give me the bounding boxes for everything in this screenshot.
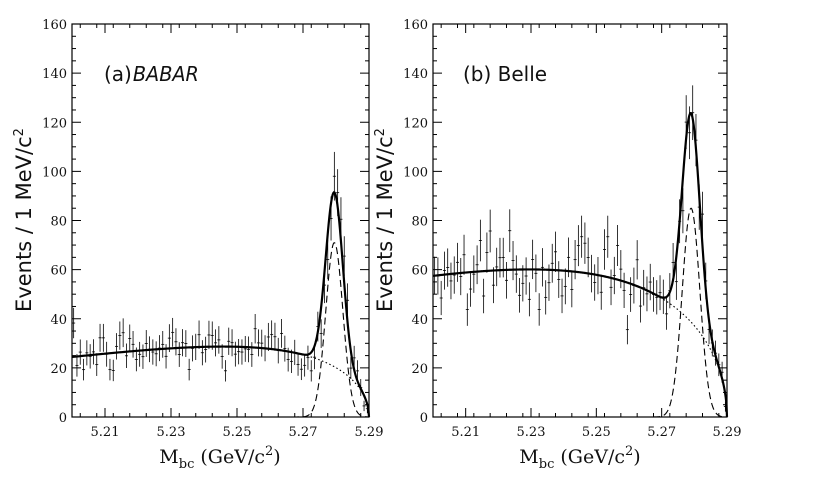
- x-tick-label: 5.29: [713, 425, 742, 440]
- x-axis-label: Mbc (GeV/c2): [159, 444, 280, 472]
- y-tick-label: 60: [50, 264, 67, 279]
- panel-title: (a): [104, 62, 132, 86]
- signal-fit-curve: [433, 207, 728, 418]
- x-tick-label: 5.25: [223, 425, 252, 440]
- x-axis-label-sub: bc: [179, 457, 195, 472]
- y-tick-label: 160: [403, 18, 428, 33]
- y-tick-label: 120: [42, 116, 67, 131]
- y-axis-label-text: Events / 1 MeV/c: [373, 136, 397, 312]
- x-tick-label: 5.23: [157, 425, 186, 440]
- x-tick-label: 5.25: [582, 425, 611, 440]
- total-fit-curve: [432, 111, 729, 418]
- y-tick-label: 0: [420, 411, 428, 426]
- y-tick-label: 80: [50, 215, 67, 230]
- y-axis-label: Events / 1 MeV/c2: [12, 128, 36, 312]
- x-axis-label-main: M: [159, 446, 178, 468]
- y-tick-label: 160: [42, 18, 67, 33]
- signal-fit-curve: [72, 242, 370, 418]
- tick-marks: [72, 23, 370, 418]
- tick-marks: [433, 23, 728, 418]
- y-tick-label: 100: [403, 165, 428, 180]
- x-axis-label-main: M: [519, 446, 538, 468]
- x-axis-label-unit-sup: 2: [265, 444, 273, 459]
- experiment-name: BABAR: [133, 62, 199, 86]
- panel-label: (b) Belle: [463, 62, 547, 86]
- y-tick-label: 20: [50, 362, 67, 377]
- tick-labels: 0 20 40 60 80 100 120 140 160 5.21 5.23 5.25 5.27 5.2…: [403, 18, 741, 440]
- data-points: [433, 85, 727, 412]
- panel-title: (b) Belle: [463, 62, 547, 86]
- y-tick-label: 120: [403, 116, 428, 131]
- x-tick-label: 5.23: [517, 425, 546, 440]
- x-axis-label-close: ): [273, 446, 280, 468]
- x-axis-label-unit-sup: 2: [625, 444, 633, 459]
- panel-label: (a)BABAR: [104, 62, 199, 86]
- y-tick-label: 60: [411, 264, 428, 279]
- y-tick-label: 40: [411, 313, 428, 328]
- tick-labels: 0 20 40 60 80 100 120 140 160 5.21 5.23 5.25 5.27 5.2…: [42, 18, 383, 440]
- panel-babar: 0 20 40 60 80 100 120 140 160 5.21 5.23 5.25 5.27 5.2…: [12, 18, 383, 472]
- x-tick-label: 5.29: [355, 425, 384, 440]
- total-fit-curve: [71, 190, 371, 418]
- y-tick-label: 140: [403, 67, 428, 82]
- x-axis-label-sub: bc: [539, 457, 555, 472]
- y-axis-label-sup: 2: [373, 128, 388, 136]
- y-axis-label: Events / 1 MeV/c2: [373, 128, 397, 312]
- y-tick-label: 100: [42, 165, 67, 180]
- x-tick-label: 5.27: [647, 425, 676, 440]
- y-tick-label: 80: [411, 215, 428, 230]
- fit-curves: [71, 190, 371, 418]
- y-axis-label-text: Events / 1 MeV/c: [12, 136, 36, 312]
- x-tick-label: 5.21: [91, 425, 120, 440]
- fit-curves: [432, 111, 729, 418]
- x-axis-label: Mbc (GeV/c2): [519, 444, 640, 472]
- x-axis-label-unit: (GeV/c: [194, 446, 265, 468]
- y-tick-label: 0: [59, 411, 67, 426]
- x-tick-label: 5.27: [289, 425, 318, 440]
- panel-belle: 0 20 40 60 80 100 120 140 160 5.21 5.23 5.25 5.27 5.2…: [373, 18, 741, 472]
- y-tick-label: 40: [50, 313, 67, 328]
- y-tick-label: 20: [411, 362, 428, 377]
- y-tick-label: 140: [42, 67, 67, 82]
- background-fit-curve: [432, 268, 728, 418]
- x-tick-label: 5.21: [451, 425, 480, 440]
- x-axis-label-unit: (GeV/c: [554, 446, 625, 468]
- y-axis-label-sup: 2: [12, 128, 27, 136]
- x-axis-label-close: ): [633, 446, 640, 468]
